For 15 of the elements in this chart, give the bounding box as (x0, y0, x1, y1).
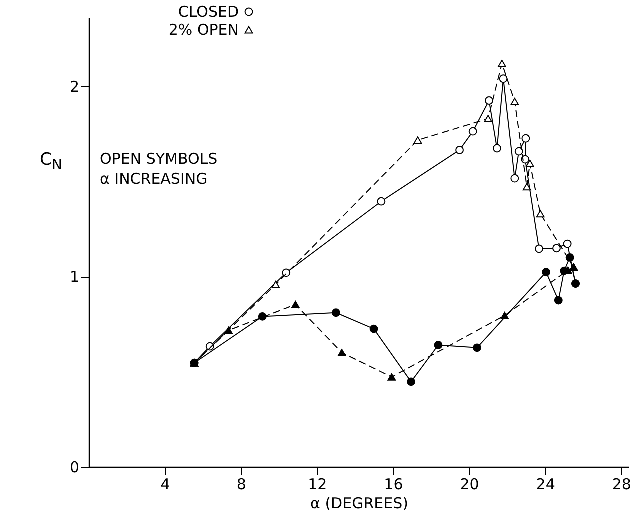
x-tick-label: 12 (308, 476, 328, 494)
y-tick-label: 0 (70, 458, 80, 476)
x-axis-title: α (DEGREES) (310, 494, 408, 512)
legend-label: 2% OPEN (168, 21, 239, 39)
x-tick-label: 24 (536, 476, 556, 494)
x-tick-label: 28 (612, 476, 632, 494)
x-tick-label: 4 (160, 476, 170, 494)
y-axis-title: C$_{N}$ (40, 150, 62, 174)
y-tick-label: 2 (70, 78, 80, 96)
annotation: OPEN SYMBOLS α INCREASING (100, 150, 218, 189)
y-tick-label: 1 (70, 268, 80, 286)
legend-label: CLOSED (178, 3, 239, 21)
x-tick-label: 16 (384, 476, 404, 494)
x-tick-label: 8 (236, 476, 246, 494)
x-tick-label: 20 (460, 476, 480, 494)
